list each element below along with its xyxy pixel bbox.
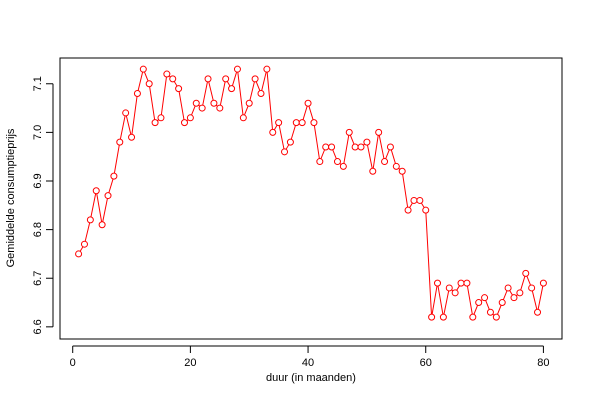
data-point xyxy=(151,119,159,127)
data-point xyxy=(528,284,536,292)
data-point xyxy=(133,89,141,97)
data-point xyxy=(263,65,271,73)
data-point xyxy=(434,279,442,287)
data-point xyxy=(339,162,347,170)
data-point xyxy=(322,143,330,151)
x-tick-label: 20 xyxy=(184,357,196,369)
data-point xyxy=(469,313,477,321)
data-point xyxy=(210,99,218,107)
data-point xyxy=(422,206,430,214)
data-point xyxy=(504,284,512,292)
data-point xyxy=(239,114,247,122)
data-point xyxy=(310,119,318,127)
x-tick-label: 0 xyxy=(70,357,76,369)
data-point xyxy=(139,65,147,73)
data-point xyxy=(375,128,383,136)
x-tick-label: 80 xyxy=(537,357,549,369)
data-point xyxy=(351,143,359,151)
data-point xyxy=(498,299,506,307)
data-point xyxy=(539,279,547,287)
data-point xyxy=(516,289,524,297)
data-point xyxy=(445,284,453,292)
data-point xyxy=(316,158,324,166)
data-point xyxy=(104,192,112,200)
data-point xyxy=(233,65,241,73)
data-point xyxy=(192,99,200,107)
data-point xyxy=(333,158,341,166)
data-point xyxy=(257,89,265,97)
data-point xyxy=(381,158,389,166)
data-point xyxy=(80,240,88,248)
data-point xyxy=(410,196,418,204)
data-point xyxy=(510,294,518,302)
data-point xyxy=(457,279,465,287)
data-point xyxy=(481,294,489,302)
data-point xyxy=(475,299,483,307)
data-point xyxy=(298,119,306,127)
data-point xyxy=(463,279,471,287)
data-point xyxy=(222,75,230,83)
data-point xyxy=(386,143,394,151)
data-point xyxy=(416,196,424,204)
plot-box xyxy=(59,57,563,340)
data-point xyxy=(251,75,259,83)
data-point xyxy=(275,119,283,127)
data-point xyxy=(98,221,106,229)
data-point xyxy=(369,167,377,175)
data-point xyxy=(116,138,124,146)
y-tick-label: 7.1 xyxy=(32,76,44,91)
data-point xyxy=(110,172,118,180)
data-point xyxy=(392,162,400,170)
data-point xyxy=(281,148,289,156)
data-point xyxy=(404,206,412,214)
data-point xyxy=(175,85,183,93)
data-point xyxy=(180,119,188,127)
data-point xyxy=(486,308,494,316)
data-point xyxy=(92,187,100,195)
data-point xyxy=(204,75,212,83)
series-line xyxy=(78,67,544,319)
x-tick-label: 60 xyxy=(420,357,432,369)
data-point xyxy=(269,128,277,136)
data-point xyxy=(522,269,530,277)
data-point xyxy=(169,75,177,83)
data-point xyxy=(439,313,447,321)
y-axis-label: Gemiddelde consumptieprijs xyxy=(5,128,17,267)
data-point xyxy=(357,143,365,151)
data-point xyxy=(428,313,436,321)
y-tick-label: 6.7 xyxy=(32,271,44,286)
data-point xyxy=(363,138,371,146)
data-point xyxy=(163,70,171,78)
data-point xyxy=(328,143,336,151)
y-tick-label: 6.6 xyxy=(32,319,44,334)
data-point xyxy=(86,216,94,224)
y-tick-label: 6.9 xyxy=(32,173,44,188)
y-tick-label: 7.0 xyxy=(32,125,44,140)
data-point xyxy=(128,133,136,141)
data-point xyxy=(534,308,542,316)
data-point xyxy=(398,167,406,175)
data-point xyxy=(198,104,206,112)
data-point xyxy=(216,104,224,112)
data-point xyxy=(451,289,459,297)
data-point xyxy=(228,85,236,93)
data-point xyxy=(345,128,353,136)
data-point xyxy=(75,250,83,258)
x-tick-label: 40 xyxy=(302,357,314,369)
data-point xyxy=(292,119,300,127)
data-point xyxy=(186,114,194,122)
data-point xyxy=(286,138,294,146)
data-point xyxy=(492,313,500,321)
data-point xyxy=(304,99,312,107)
data-point xyxy=(245,99,253,107)
data-point xyxy=(122,109,130,117)
x-axis-label: duur (in maanden) xyxy=(266,372,356,384)
data-point xyxy=(157,114,165,122)
y-tick-label: 6.8 xyxy=(32,222,44,237)
data-point xyxy=(145,80,153,88)
